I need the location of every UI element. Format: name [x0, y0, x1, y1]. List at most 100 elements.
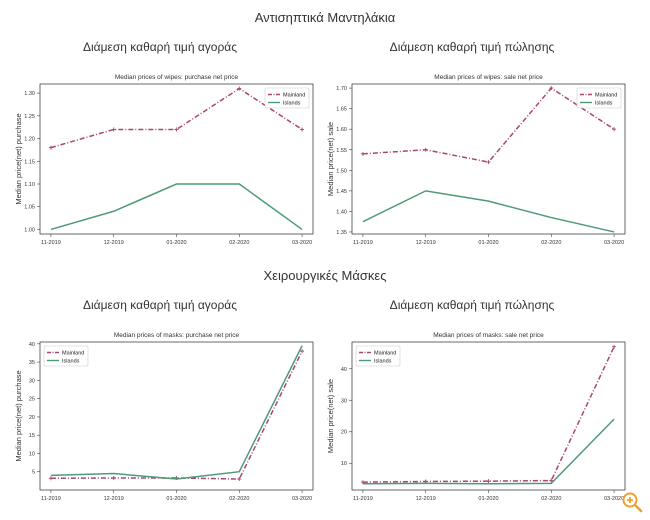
x-tick-label: 12-2019 [104, 496, 124, 502]
x-tick-label: 02-2020 [229, 240, 249, 246]
legend-label-mainland: Mainland [62, 351, 84, 357]
data-point-mainland [549, 86, 554, 91]
legend: Mainland Islands [264, 87, 310, 109]
chart-masks-sale: Median prices of masks: sale net price 11… [326, 332, 626, 502]
chart-title: Median prices of masks: purchase net pri… [114, 332, 240, 339]
series-line-islands [50, 345, 303, 480]
series-line-islands [50, 183, 303, 231]
x-tick-label: 01-2020 [478, 240, 498, 246]
y-tick-label: 1.40 [336, 209, 347, 215]
y-tick-label: 1.15 [24, 159, 35, 165]
x-tick-label: 02-2020 [229, 496, 249, 502]
data-point-mainland [111, 127, 116, 132]
x-tick-label: 12-2019 [416, 496, 436, 502]
legend-label-islands: Islands [595, 101, 613, 107]
chart-title: Median prices of wipes: sale net price [434, 74, 543, 81]
x-tick-label: 01-2020 [166, 496, 186, 502]
legend-label-mainland: Mainland [374, 351, 396, 357]
chart-wipes-sale: Median prices of wipes: sale net price 11… [326, 74, 626, 246]
data-point-mainland [300, 127, 305, 132]
x-tick-label: 12-2019 [104, 240, 124, 246]
x-tick-label: 03-2020 [292, 496, 312, 502]
x-tick-label: 11-2019 [353, 240, 373, 246]
data-point-mainland [48, 145, 53, 150]
panel-title-masks-sale: Διάμεση καθαρή τιμή πώλησης [389, 298, 555, 312]
chart-masks-purchase: Median prices of masks: purchase net pri… [14, 332, 314, 502]
y-tick-label: 10 [29, 451, 35, 457]
y-tick-label: 1.45 [336, 189, 347, 195]
legend-label-mainland: Mainland [283, 93, 305, 99]
y-tick-label: 15 [29, 433, 35, 439]
y-tick-label: 5 [32, 470, 35, 476]
x-tick-label: 12-2019 [416, 240, 436, 246]
data-point-mainland [423, 147, 428, 152]
y-tick-label: 25 [29, 397, 35, 403]
y-tick-label: 40 [341, 367, 347, 373]
data-point-mainland [300, 349, 305, 354]
y-tick-label: 1.05 [24, 205, 35, 211]
y-tick-label: 1.20 [24, 137, 35, 143]
legend-label-islands: Islands [374, 359, 392, 365]
chart-title: Median prices of wipes: purchase net pri… [115, 74, 239, 81]
y-axis-label: Median price(net) sale [326, 122, 335, 196]
y-tick-label: 1.55 [336, 148, 347, 154]
x-tick-label: 01-2020 [478, 496, 498, 502]
y-tick-label: 1.00 [24, 227, 35, 233]
legend: Mainland Islands [576, 87, 622, 109]
panel-title-wipes-sale: Διάμεση καθαρή τιμή πώλησης [389, 40, 555, 54]
y-axis-label: Median price(net) sale [326, 379, 335, 453]
x-tick-label: 01-2020 [166, 240, 186, 246]
y-tick-label: 10 [341, 461, 347, 467]
series-line-mainland [362, 346, 615, 483]
y-tick-label: 1.50 [336, 168, 347, 174]
data-point-mainland [612, 127, 617, 132]
x-tick-label: 02-2020 [541, 240, 561, 246]
chart-wipes-purchase: Median prices of wipes: purchase net pri… [14, 74, 314, 246]
legend-label-islands: Islands [283, 101, 301, 107]
x-tick-label: 11-2019 [41, 496, 61, 502]
x-tick-label: 11-2019 [353, 496, 373, 502]
x-tick-label: 11-2019 [41, 240, 61, 246]
legend-label-islands: Islands [62, 359, 80, 365]
y-tick-label: 1.60 [336, 127, 347, 133]
series-line-mainland [50, 87, 303, 149]
y-tick-label: 30 [29, 378, 35, 384]
series-line-islands [362, 190, 615, 233]
x-tick-label: 02-2020 [541, 496, 561, 502]
series-line-islands [362, 418, 615, 485]
section-title-masks: Χειρουργικές Μάσκες [263, 268, 387, 283]
y-tick-label: 20 [29, 415, 35, 421]
x-tick-label: 03-2020 [604, 496, 624, 502]
series-line-mainland [50, 350, 303, 480]
y-axis-label: Median price(net) purchase [14, 113, 23, 204]
legend: Mainland Islands [43, 345, 89, 367]
y-tick-label: 30 [341, 398, 347, 404]
series-line-mainland [362, 87, 615, 163]
x-tick-label: 03-2020 [604, 240, 624, 246]
y-tick-label: 1.30 [24, 91, 35, 97]
data-point-mainland [174, 127, 179, 132]
data-point-mainland [612, 344, 617, 349]
panel-title-wipes-purchase: Διάμεση καθαρή τιμή αγοράς [82, 40, 238, 54]
y-tick-label: 1.35 [336, 230, 347, 236]
data-point-mainland [486, 479, 491, 484]
data-point-mainland [237, 86, 242, 91]
section-title-wipes: Αντισηπτικά Μαντηλάκια [254, 10, 396, 25]
y-axis-label: Median price(net) purchase [14, 370, 23, 461]
legend: Mainland Islands [355, 345, 401, 367]
x-tick-label: 03-2020 [292, 240, 312, 246]
y-tick-label: 1.70 [336, 86, 347, 92]
y-tick-label: 20 [341, 430, 347, 436]
data-point-mainland [486, 160, 491, 165]
zoom-in-icon[interactable] [620, 490, 644, 514]
panel-title-masks-purchase: Διάμεση καθαρή τιμή αγοράς [82, 298, 238, 312]
data-point-mainland [111, 475, 116, 480]
y-tick-label: 1.10 [24, 182, 35, 188]
y-tick-label: 1.65 [336, 107, 347, 113]
y-tick-label: 1.25 [24, 114, 35, 120]
data-point-mainland [549, 478, 554, 483]
data-point-mainland [237, 477, 242, 482]
data-point-mainland [48, 476, 53, 481]
y-tick-label: 35 [29, 360, 35, 366]
legend-label-mainland: Mainland [595, 93, 617, 99]
